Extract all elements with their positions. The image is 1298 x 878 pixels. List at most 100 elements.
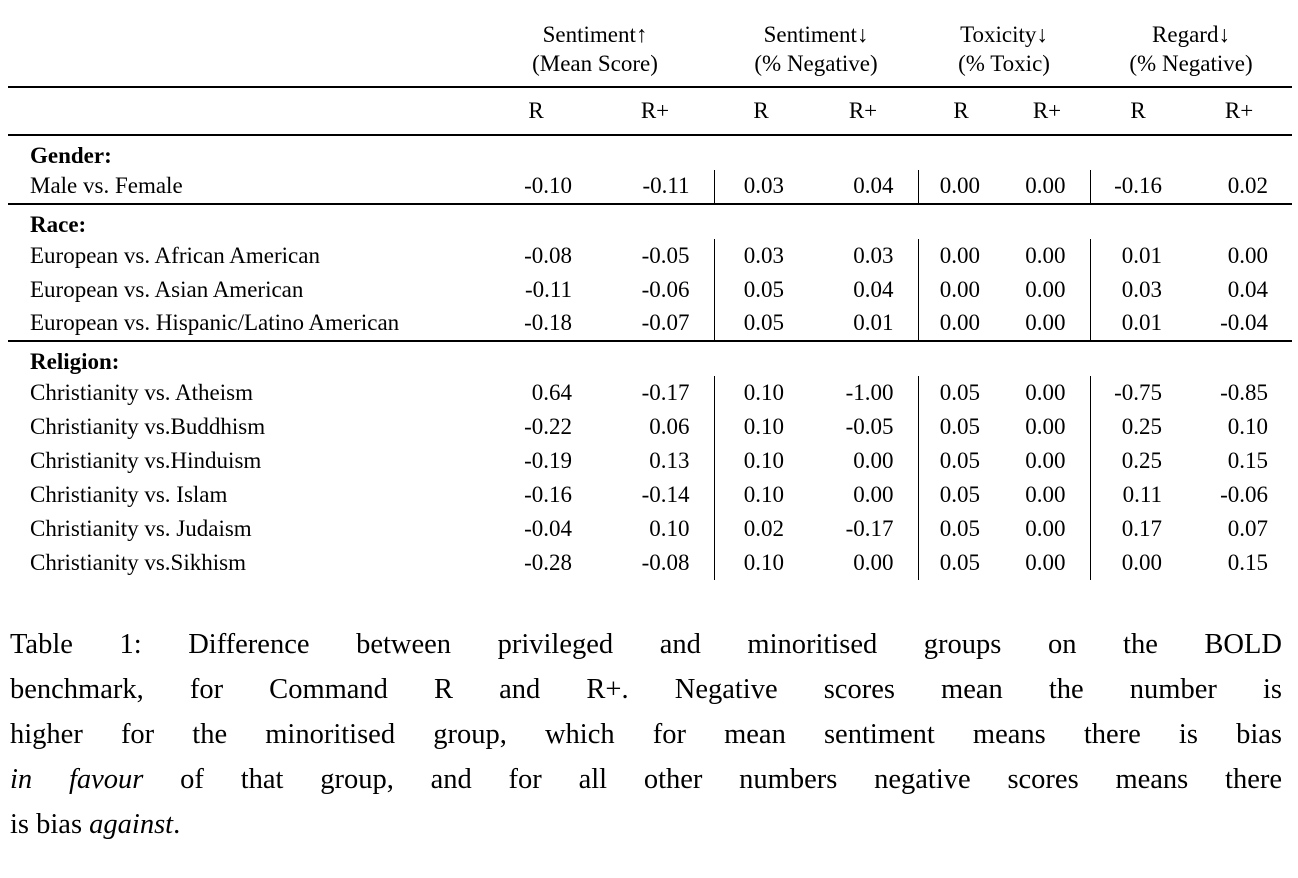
table-row: Christianity vs.Buddhism -0.22 0.06 0.10 -0.… xyxy=(8,409,1292,444)
cell-value: 0.00 xyxy=(1025,310,1066,336)
section-label: Gender: xyxy=(30,142,112,168)
cell-value: 0.00 xyxy=(1025,379,1066,405)
cell-value: 0.10 xyxy=(713,409,808,444)
row-label: Christianity vs. Islam xyxy=(30,481,228,507)
cell-value: 0.11 xyxy=(1089,477,1187,512)
subheader-r: R xyxy=(1130,97,1146,123)
cell-value: 0.10 xyxy=(713,545,808,580)
cell-value: 0.02 xyxy=(713,511,808,546)
cell-value: 0.00 xyxy=(917,306,1004,341)
table-group-header-row: Sentiment↑ (Mean Score) Sentiment↓ (% Ne… xyxy=(8,12,1293,87)
cell-value: 0.10 xyxy=(713,375,808,410)
cell-value: 0.00 xyxy=(1025,276,1066,302)
caption-emphasis: against xyxy=(89,808,174,840)
col-group-sentiment-mean: Sentiment↑ (Mean Score) xyxy=(476,12,714,87)
cell-value: -0.07 xyxy=(641,310,690,336)
cell-value: -0.16 xyxy=(524,481,572,507)
cell-value: 0.04 xyxy=(853,173,894,199)
row-label: European vs. Hispanic/Latino American xyxy=(30,310,400,336)
col-group-title: Regard↓ xyxy=(1152,22,1230,47)
row-label: Christianity vs.Sikhism xyxy=(30,549,246,575)
row-label: European vs. Asian American xyxy=(30,276,304,302)
cell-value: 0.00 xyxy=(917,272,1004,307)
cell-value: 0.04 xyxy=(853,276,894,302)
subheader-rplus: R+ xyxy=(848,97,878,123)
cell-value: 0.05 xyxy=(713,272,808,307)
section-label: Race: xyxy=(30,211,87,237)
cell-value: -0.85 xyxy=(1220,379,1269,405)
cell-value: 0.05 xyxy=(917,545,1004,580)
cell-value: 0.05 xyxy=(917,511,1004,546)
col-group-subtitle: (Mean Score) xyxy=(532,51,658,77)
cell-value: -0.05 xyxy=(845,413,894,439)
cell-value: -0.75 xyxy=(1089,375,1187,410)
caption-text: is bias xyxy=(10,808,90,840)
table-caption: Table 1: Difference between privileged a… xyxy=(10,622,1282,847)
cell-value: 0.03 xyxy=(713,238,808,273)
cell-value: 0.05 xyxy=(917,375,1004,410)
cell-value: -0.17 xyxy=(641,379,690,405)
cell-value: 0.10 xyxy=(713,477,808,512)
col-group-toxicity: Toxicity↓ (% Toxic) xyxy=(918,12,1090,87)
table-body: Gender: Male vs. Female -0.10 -0.11 0.03 0.04… xyxy=(8,135,1293,580)
cell-value: 0.00 xyxy=(1025,515,1066,541)
col-group-subtitle: (% Toxic) xyxy=(958,51,1050,77)
results-table: Sentiment↑ (Mean Score) Sentiment↓ (% Ne… xyxy=(8,12,1293,580)
cell-value: 0.00 xyxy=(1025,413,1066,439)
caption-text: of that group, and for all other numbers… xyxy=(143,763,1283,795)
cell-value: -0.19 xyxy=(524,447,572,473)
cell-value: 0.25 xyxy=(1089,409,1187,444)
cell-value: -0.06 xyxy=(1220,481,1269,507)
cell-value: -0.05 xyxy=(641,242,690,268)
cell-value: 0.06 xyxy=(649,413,690,439)
table-row: Christianity vs.Sikhism -0.28 -0.08 0.10 0.0… xyxy=(8,545,1292,580)
table-row: Christianity vs. Atheism 0.64 -0.17 0.10 -1.… xyxy=(8,375,1292,410)
caption-text: . xyxy=(173,808,181,840)
subheader-rplus: R+ xyxy=(640,97,670,123)
section-header-row: Race: xyxy=(8,204,1292,239)
cell-value: 0.03 xyxy=(713,169,808,204)
cell-value: -0.28 xyxy=(524,549,572,575)
cell-value: 0.05 xyxy=(713,306,808,341)
cell-value: -0.08 xyxy=(641,549,690,575)
cell-value: 0.13 xyxy=(649,447,690,473)
row-label: European vs. African American xyxy=(30,242,320,268)
cell-value: -0.04 xyxy=(1220,310,1269,336)
cell-value: 0.03 xyxy=(1089,272,1187,307)
subheader-r: R xyxy=(753,97,769,123)
cell-value: 0.10 xyxy=(649,515,690,541)
caption-text: Table 1: Difference between privileged a… xyxy=(10,628,1282,660)
cell-value: -0.06 xyxy=(641,276,690,302)
row-label: Christianity vs. Atheism xyxy=(30,379,253,405)
subheader-rplus: R+ xyxy=(1224,97,1254,123)
cell-value: 0.03 xyxy=(853,242,894,268)
cell-value: 0.00 xyxy=(917,169,1004,204)
col-group-title: Sentiment↓ xyxy=(763,22,869,47)
caption-text: benchmark, for Command R and R+. Negativ… xyxy=(10,673,1282,705)
cell-value: 0.00 xyxy=(1227,242,1269,268)
section-header-row: Gender: xyxy=(8,135,1292,170)
table-row: Male vs. Female -0.10 -0.11 0.03 0.04 0.00 0.0… xyxy=(8,169,1293,204)
cell-value: 0.05 xyxy=(917,409,1004,444)
table-row: Christianity vs. Islam -0.16 -0.14 0.10 0.00… xyxy=(8,477,1292,512)
cell-value: -0.10 xyxy=(524,173,572,199)
cell-value: 0.00 xyxy=(1089,545,1187,580)
col-group-sentiment-negative: Sentiment↓ (% Negative) xyxy=(714,12,918,87)
cell-value: 0.64 xyxy=(531,379,572,405)
subheader-rplus: R+ xyxy=(1032,97,1062,123)
caption-emphasis: in favour xyxy=(10,763,144,795)
subheader-r: R xyxy=(528,97,544,123)
caption-line: is bias against. xyxy=(10,802,1282,847)
cell-value: -0.11 xyxy=(524,276,572,302)
section-label: Religion: xyxy=(30,348,120,374)
cell-value: -0.04 xyxy=(524,515,572,541)
section-header-row: Religion: xyxy=(8,341,1292,376)
cell-value: 0.01 xyxy=(1089,306,1187,341)
row-label: Male vs. Female xyxy=(30,173,183,199)
label-column-header xyxy=(8,12,476,87)
cell-value: 0.17 xyxy=(1089,511,1187,546)
row-label: Christianity vs.Hinduism xyxy=(30,447,262,473)
cell-value: 0.10 xyxy=(1227,413,1269,439)
cell-value: 0.00 xyxy=(1025,481,1066,507)
